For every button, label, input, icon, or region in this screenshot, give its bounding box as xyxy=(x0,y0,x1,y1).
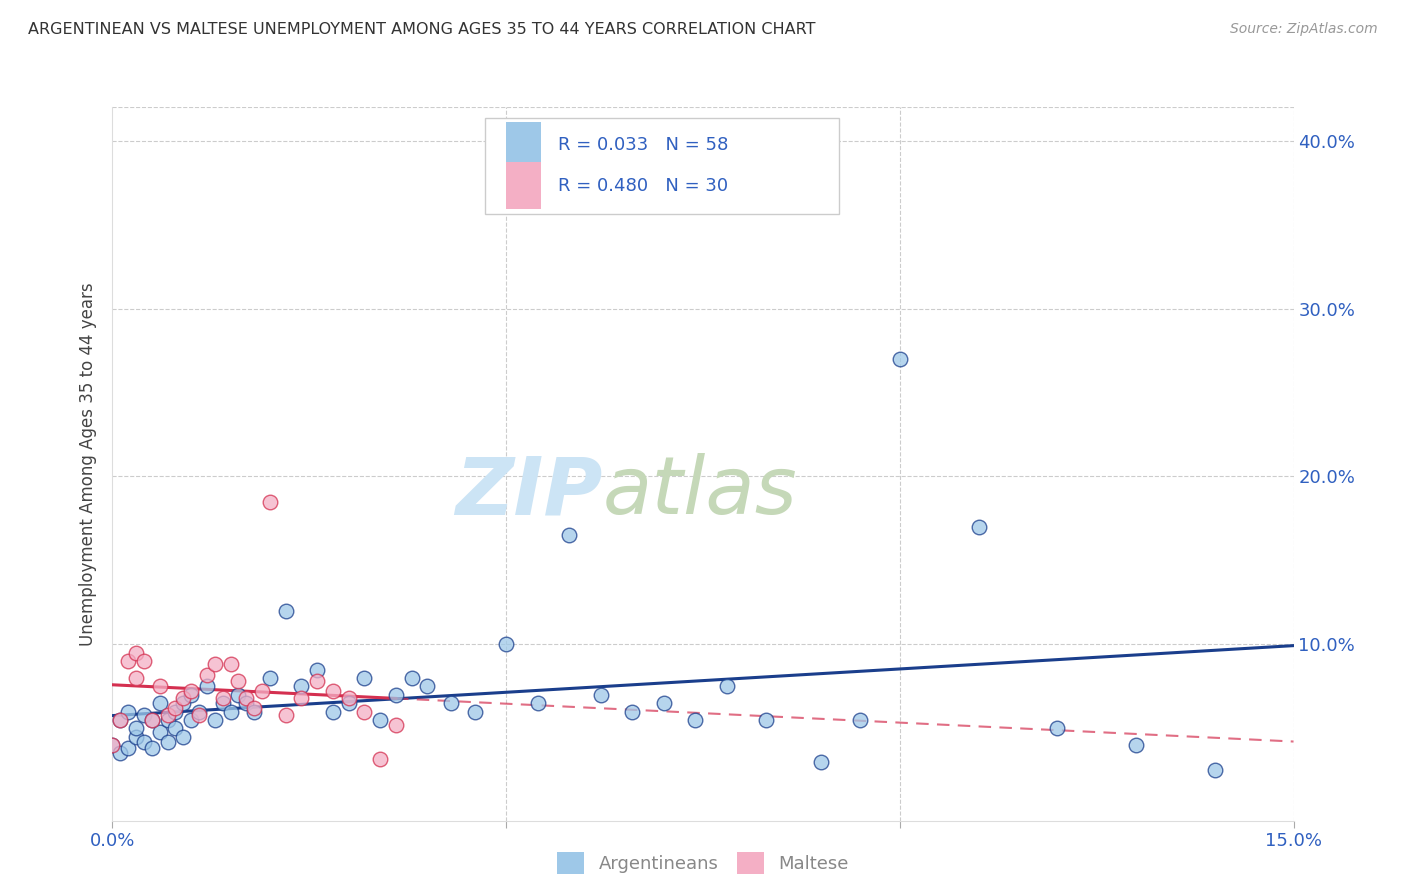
Point xyxy=(132,654,155,668)
Point xyxy=(132,735,155,749)
FancyBboxPatch shape xyxy=(506,121,541,168)
Point xyxy=(141,741,163,756)
Point xyxy=(117,705,139,719)
Point xyxy=(165,705,187,719)
Point xyxy=(337,691,360,706)
Legend: Argentineans, Maltese: Argentineans, Maltese xyxy=(548,843,858,883)
Point xyxy=(211,696,233,710)
Point xyxy=(368,751,391,765)
Point xyxy=(188,707,211,722)
Point xyxy=(683,713,706,727)
Point xyxy=(967,520,990,534)
Point xyxy=(401,671,423,685)
Point xyxy=(353,705,375,719)
Point xyxy=(172,730,194,744)
Point xyxy=(110,747,132,761)
Point xyxy=(307,674,329,689)
Point xyxy=(558,528,581,542)
FancyBboxPatch shape xyxy=(485,118,839,214)
Point xyxy=(110,713,132,727)
Point xyxy=(125,730,148,744)
Point xyxy=(589,688,612,702)
Point xyxy=(755,713,778,727)
Point xyxy=(172,691,194,706)
Point xyxy=(1046,721,1069,735)
Point xyxy=(440,696,463,710)
Point xyxy=(141,713,163,727)
Point xyxy=(180,713,202,727)
Point xyxy=(204,657,226,672)
Point xyxy=(149,696,172,710)
Point xyxy=(495,637,517,651)
Point xyxy=(156,713,179,727)
Point xyxy=(385,718,408,732)
Text: ARGENTINEAN VS MALTESE UNEMPLOYMENT AMONG AGES 35 TO 44 YEARS CORRELATION CHART: ARGENTINEAN VS MALTESE UNEMPLOYMENT AMON… xyxy=(28,22,815,37)
Point xyxy=(621,705,644,719)
Point xyxy=(188,705,211,719)
Point xyxy=(180,688,202,702)
Point xyxy=(165,721,187,735)
Point xyxy=(259,671,281,685)
Point xyxy=(322,684,344,698)
Point xyxy=(204,713,226,727)
Point xyxy=(228,688,250,702)
Point xyxy=(219,705,242,719)
Point xyxy=(172,696,194,710)
Text: R = 0.033   N = 58: R = 0.033 N = 58 xyxy=(558,136,728,153)
Point xyxy=(101,738,124,752)
Point xyxy=(322,705,344,719)
Point xyxy=(132,707,155,722)
Y-axis label: Unemployment Among Ages 35 to 44 years: Unemployment Among Ages 35 to 44 years xyxy=(79,282,97,646)
Point xyxy=(416,679,439,693)
Point xyxy=(353,671,375,685)
Point xyxy=(156,735,179,749)
Text: R = 0.480   N = 30: R = 0.480 N = 30 xyxy=(558,177,728,194)
Point xyxy=(117,654,139,668)
Point xyxy=(235,691,257,706)
Point xyxy=(165,701,187,715)
Point xyxy=(149,724,172,739)
Point xyxy=(526,696,548,710)
Point xyxy=(195,679,218,693)
Point xyxy=(464,705,486,719)
Point xyxy=(716,679,738,693)
Point xyxy=(849,713,872,727)
Point xyxy=(219,657,242,672)
Point xyxy=(368,713,391,727)
Point xyxy=(250,684,273,698)
Point xyxy=(810,755,832,769)
Point xyxy=(889,351,911,366)
Point xyxy=(195,667,218,681)
Point xyxy=(235,696,257,710)
Point xyxy=(243,701,266,715)
Point xyxy=(125,671,148,685)
Point xyxy=(243,705,266,719)
Point xyxy=(125,646,148,660)
Point xyxy=(274,707,297,722)
Point xyxy=(101,738,124,752)
Point xyxy=(307,663,329,677)
Point xyxy=(1204,764,1226,778)
Point xyxy=(290,679,312,693)
Point xyxy=(149,679,172,693)
Point xyxy=(211,691,233,706)
Point xyxy=(117,741,139,756)
Text: atlas: atlas xyxy=(603,453,797,532)
Point xyxy=(274,604,297,618)
Point xyxy=(290,691,312,706)
Point xyxy=(141,713,163,727)
Point xyxy=(1125,738,1147,752)
Point xyxy=(110,713,132,727)
FancyBboxPatch shape xyxy=(506,162,541,209)
Point xyxy=(337,696,360,710)
Point xyxy=(652,696,675,710)
Text: ZIP: ZIP xyxy=(456,453,603,532)
Point xyxy=(180,684,202,698)
Point xyxy=(259,494,281,508)
Text: Source: ZipAtlas.com: Source: ZipAtlas.com xyxy=(1230,22,1378,37)
Point xyxy=(125,721,148,735)
Point xyxy=(228,674,250,689)
Point xyxy=(156,707,179,722)
Point xyxy=(385,688,408,702)
